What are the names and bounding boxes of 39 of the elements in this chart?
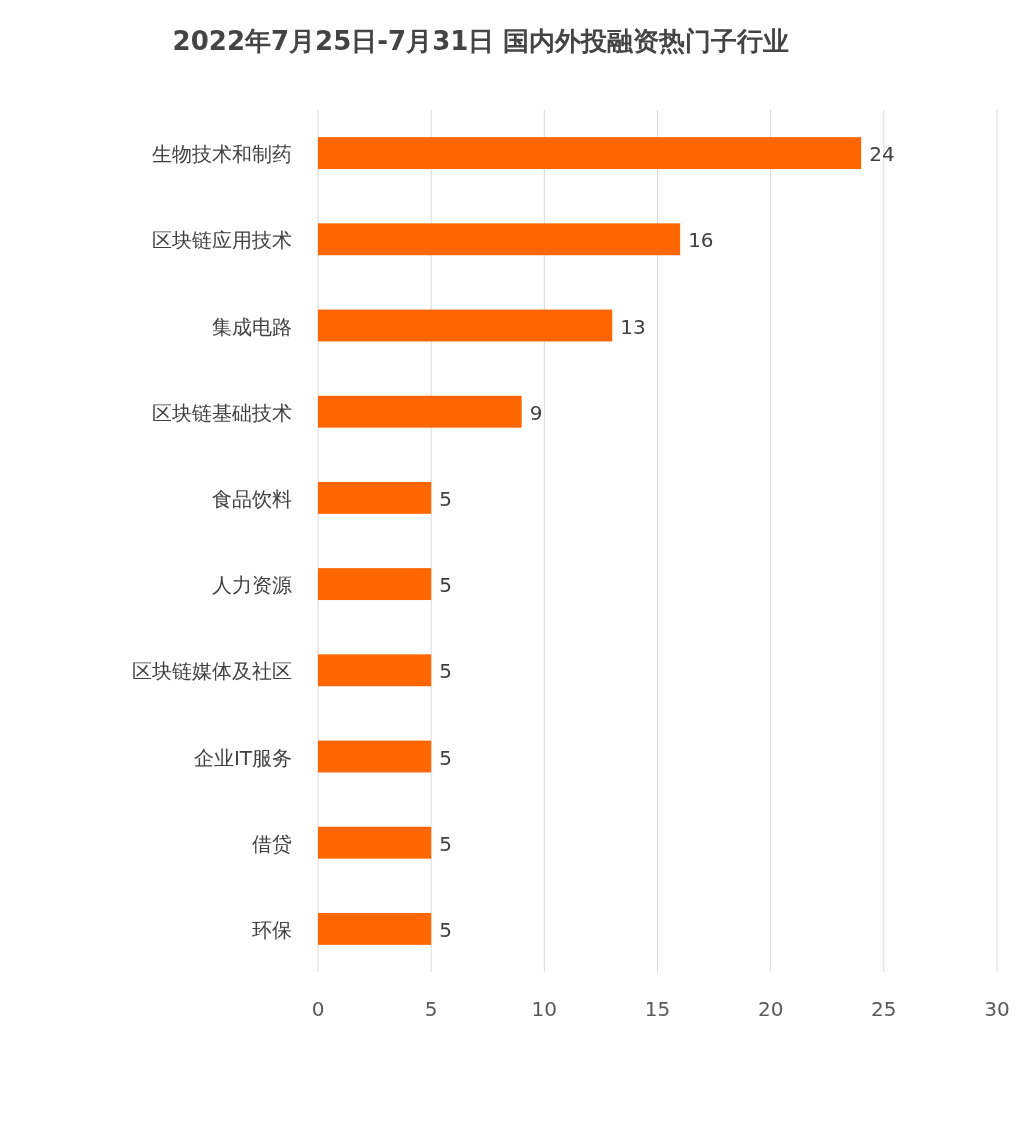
y-tick-label: 食品饮料 (212, 486, 292, 511)
data-label: 5 (439, 486, 452, 511)
x-tick-label: 15 (644, 997, 671, 1021)
y-tick-label: 集成电路 (212, 314, 292, 339)
bar (318, 223, 681, 256)
bar (318, 309, 613, 342)
x-tick-label: 20 (757, 997, 784, 1021)
x-tick-label: 10 (531, 997, 558, 1021)
y-tick-label: 人力资源 (212, 573, 292, 598)
data-label: 24 (869, 142, 895, 167)
chart-title: 2022年7月25日-7月31日 国内外投融资热门子行业 (172, 26, 790, 56)
bar (318, 568, 432, 601)
data-label: 9 (529, 400, 543, 425)
y-tick-label: 生物技术和制药 (152, 142, 292, 167)
plot: 0 5 10 15 20 25 30 生物技术和制药 24 区块链应用技术 16 集成电路 13 区块链基础技术 9 食品饮料 5 人力资源 5 区块链媒体及社区 5 企业IT服务 5 借贷 5 环保 5 (132, 109, 1010, 1021)
x-tick-label: 30 (984, 997, 1010, 1021)
x-tick-label: 5 (424, 997, 438, 1021)
data-label: 16 (688, 228, 714, 253)
bar (318, 137, 862, 170)
x-tick-label: 0 (311, 997, 325, 1021)
data-label: 5 (439, 831, 452, 856)
bar (318, 826, 432, 859)
y-tick-label: 借贷 (252, 831, 292, 856)
bar (318, 912, 432, 945)
y-tick-label: 企业IT服务 (193, 745, 292, 770)
bar (318, 481, 432, 514)
data-label: 5 (439, 917, 452, 942)
y-tick-label: 区块链媒体及社区 (132, 659, 292, 684)
bar (318, 740, 432, 773)
y-tick-label: 区块链应用技术 (152, 228, 292, 253)
data-label: 13 (620, 314, 646, 339)
bar (318, 395, 522, 428)
bar (318, 654, 432, 687)
x-tick-label: 25 (871, 997, 897, 1021)
y-tick-label: 区块链基础技术 (152, 400, 292, 425)
data-label: 5 (439, 745, 452, 770)
data-label: 5 (439, 659, 452, 684)
y-tick-label: 环保 (252, 917, 292, 942)
data-label: 5 (439, 573, 452, 598)
